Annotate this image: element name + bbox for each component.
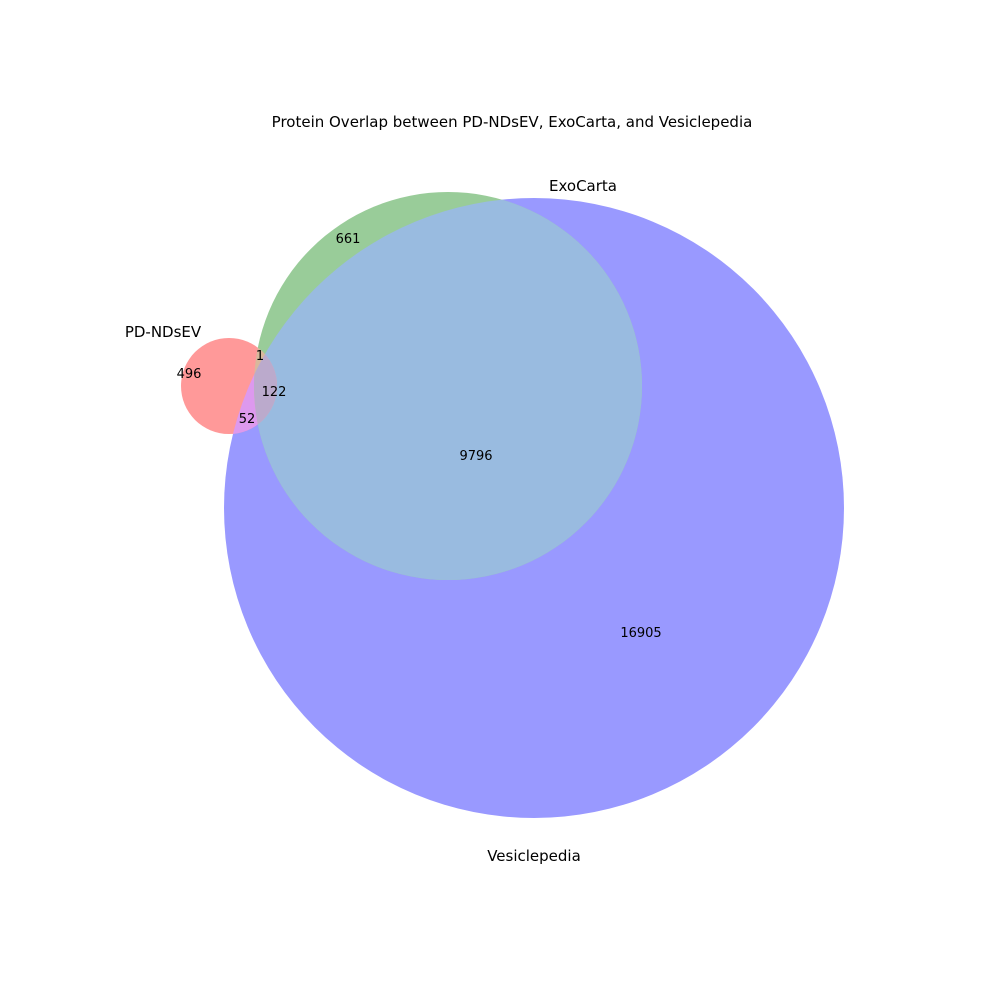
count-all-three: 122 <box>262 385 287 400</box>
count-exocarta-only: 661 <box>336 232 361 247</box>
count-pd-ndsev-only: 496 <box>177 367 202 382</box>
set-label-vesiclepedia: Vesiclepedia <box>487 847 581 865</box>
overlap-exocarta-vesiclepedia <box>254 198 642 580</box>
count-pd-ndsev-exocarta: 1 <box>256 349 264 364</box>
count-vesiclepedia-only: 16905 <box>620 626 661 641</box>
set-label-exocarta: ExoCarta <box>549 177 617 195</box>
set-label-pd-ndsev: PD-NDsEV <box>125 323 202 341</box>
count-exocarta-vesiclepedia: 9796 <box>459 449 492 464</box>
count-pd-ndsev-vesiclepedia: 52 <box>239 412 256 427</box>
chart-title: Protein Overlap between PD-NDsEV, ExoCar… <box>272 113 753 131</box>
